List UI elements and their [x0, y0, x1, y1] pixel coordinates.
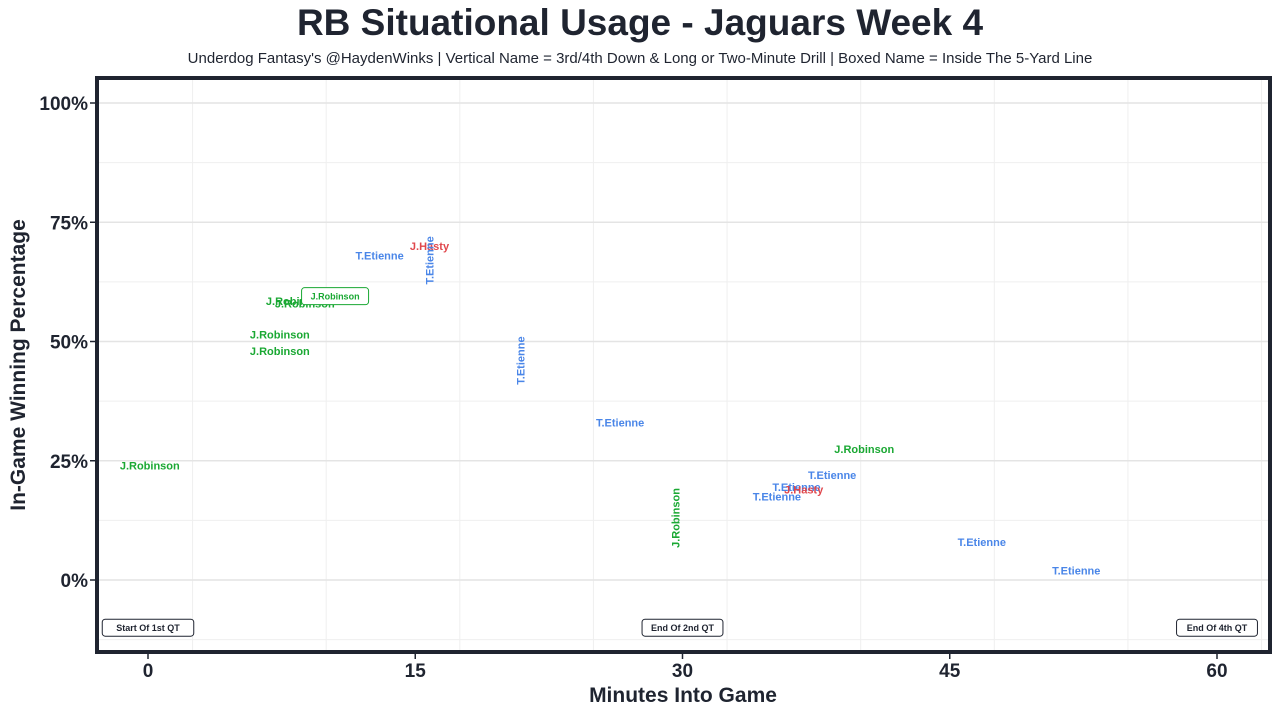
quarter-marker-box: [1176, 618, 1258, 637]
play-label-text: J.Robinson: [311, 292, 360, 302]
plot-border: [95, 76, 1272, 654]
y-tick-label: 25%: [50, 452, 88, 473]
quarter-marker-box: [641, 618, 724, 637]
x-axis-label: Minutes Into Game: [589, 684, 777, 707]
play-label-box: [301, 287, 370, 306]
play-label: T.Etienne: [753, 492, 801, 504]
play-label: T.Etienne: [355, 251, 403, 263]
play-label-vertical: T.Etienne: [515, 336, 527, 384]
quarter-marker-label: End Of 4th QT: [1187, 623, 1248, 633]
x-tick-label: 60: [1206, 661, 1227, 682]
play-label-vertical: T.Etienne: [425, 236, 437, 284]
quarter-marker-label: End Of 2nd QT: [651, 623, 714, 633]
y-tick-label: 75%: [50, 213, 88, 234]
play-label: T.Etienne: [958, 537, 1006, 549]
chart-subtitle: Underdog Fantasy's @HaydenWinks | Vertic…: [187, 50, 1093, 67]
quarter-marker: Start Of 1st QT: [101, 618, 195, 637]
x-tick-label: 30: [672, 661, 693, 682]
quarter-marker: End Of 4th QT: [1176, 618, 1258, 637]
play-label: T.Etienne: [596, 418, 644, 430]
play-label: J.Robinson: [120, 461, 180, 473]
y-tick-label: 100%: [39, 94, 88, 115]
x-tick-label: 15: [405, 661, 427, 682]
play-label: J.Robinson: [250, 329, 310, 341]
y-tick-label: 50%: [50, 333, 88, 354]
quarter-marker-box: [101, 618, 195, 637]
plot-background: [97, 78, 1270, 652]
x-tick-label: 45: [939, 661, 961, 682]
play-label: J.Hasty: [410, 241, 450, 253]
play-label: J.Robinson: [250, 346, 310, 358]
y-axis-label: In-Game Winning Percentage: [7, 219, 30, 511]
play-label-vertical: J.Robinson: [670, 488, 682, 548]
play-label: J.Robinson: [834, 444, 894, 456]
quarter-marker: End Of 2nd QT: [641, 618, 724, 637]
quarter-marker-label: Start Of 1st QT: [116, 623, 180, 633]
chart-title: RB Situational Usage - Jaguars Week 4: [296, 2, 984, 43]
y-tick-label: 0%: [61, 571, 89, 592]
x-tick-label: 0: [143, 661, 154, 682]
play-label-boxed: J.Robinson: [301, 287, 370, 306]
play-label: T.Etienne: [1052, 565, 1100, 577]
play-label: J.Hasty: [784, 484, 824, 496]
play-label: T.Etienne: [808, 470, 856, 482]
play-label: T.Etienne: [772, 482, 820, 494]
